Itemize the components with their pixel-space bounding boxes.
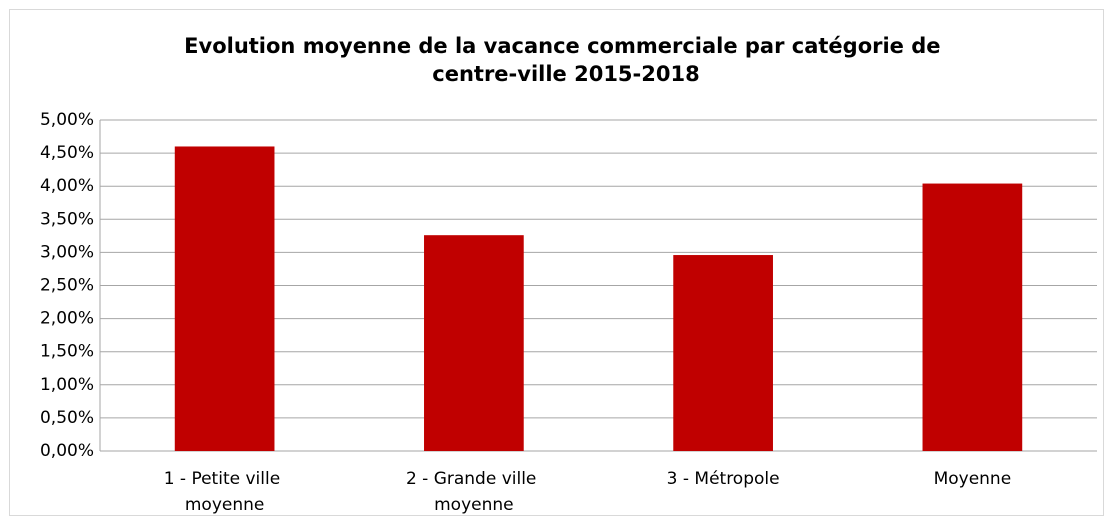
y-tick-label: 1,50% [40,342,94,362]
y-tick-label: 3,50% [40,209,94,229]
bar [922,183,1023,451]
x-tick-label: 1 - Petite ville moyenne [164,469,286,515]
x-tick-label: Moyenne [934,469,1012,489]
chart-title: Evolution moyenne de la vacance commerci… [184,34,948,86]
y-tick-label: 0,00% [40,441,94,461]
y-tick-label: 2,00% [40,309,94,329]
y-tick-label: 4,50% [40,143,94,163]
bar [174,146,275,452]
x-tick-label: 2 - Grande ville moyenne [406,469,542,515]
x-tick-label: 3 - Métropole [667,469,780,489]
y-tick-label: 2,50% [40,276,94,296]
bar [673,255,773,451]
y-tick-label: 3,00% [40,242,94,262]
y-tick-label: 0,50% [40,408,94,428]
y-tick-label: 1,00% [40,375,94,395]
bar [424,235,524,451]
y-tick-label: 4,00% [40,176,94,196]
y-tick-label: 5,00% [40,110,94,130]
